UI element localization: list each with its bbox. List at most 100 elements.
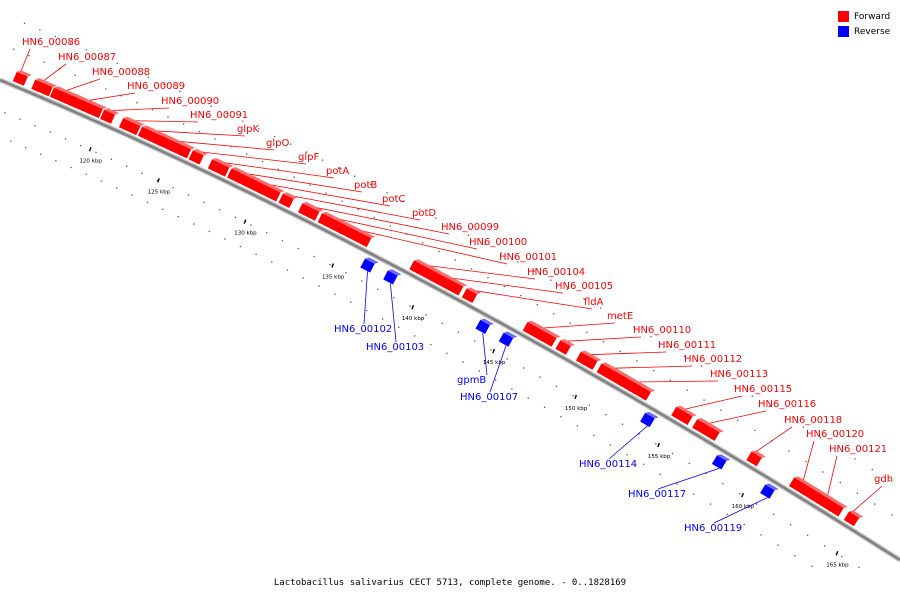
gene-box-top: [676, 405, 697, 417]
gene-label[interactable]: HN6_00100: [469, 237, 527, 248]
gene-box[interactable]: [692, 416, 724, 442]
gene-label[interactable]: HN6_00089: [127, 81, 185, 92]
background-dot: [650, 336, 652, 338]
background-dot: [70, 166, 72, 169]
background-dot: [626, 454, 628, 456]
gene-label[interactable]: HN6_00105: [555, 281, 613, 292]
gene-label[interactable]: HN6_00112: [684, 354, 742, 365]
gene-label[interactable]: HN6_00110: [633, 325, 691, 336]
gene-label[interactable]: potD: [412, 208, 436, 219]
gene-label[interactable]: HN6_00119: [684, 523, 742, 534]
gene-label[interactable]: HN6_00117: [628, 489, 686, 500]
gene-label[interactable]: HN6_00104: [527, 267, 585, 278]
gene-box[interactable]: [711, 453, 731, 471]
gene-box[interactable]: [68, 93, 107, 119]
background-dot: [198, 130, 200, 133]
background-dot: [743, 523, 745, 526]
gene-box[interactable]: [317, 210, 350, 235]
gene-box[interactable]: [760, 482, 779, 500]
gene-label[interactable]: HN6_00121: [829, 444, 887, 455]
gene-box[interactable]: [337, 220, 376, 248]
gene-label[interactable]: HN6_00099: [441, 222, 499, 233]
gene-label[interactable]: potC: [382, 194, 405, 205]
background-dot: [467, 234, 470, 237]
gene-label[interactable]: HN6_00091: [190, 110, 248, 121]
gene-box[interactable]: [671, 404, 697, 426]
gene-label[interactable]: HN6_00101: [499, 252, 557, 263]
gene-label[interactable]: glpO: [266, 138, 289, 149]
gene-label[interactable]: HN6_00116: [758, 399, 816, 410]
gene-label[interactable]: HN6_00102: [334, 324, 392, 335]
gene-box[interactable]: [118, 115, 145, 136]
background-dot: [345, 272, 347, 274]
gene-label[interactable]: HN6_00107: [460, 392, 518, 403]
gene-box[interactable]: [461, 286, 482, 305]
gene-box-top: [364, 257, 379, 264]
background-dot: [398, 326, 400, 329]
gene-box[interactable]: [810, 488, 848, 518]
gene-box[interactable]: [575, 349, 602, 371]
background-dot: [297, 247, 299, 250]
background-dot: [841, 555, 843, 558]
gene-label[interactable]: potB: [354, 180, 377, 191]
gene-box[interactable]: [360, 256, 379, 274]
gene-label[interactable]: HN6_00118: [784, 415, 842, 426]
gene-box[interactable]: [383, 268, 402, 286]
background-dot: [891, 514, 893, 516]
background-dot: [755, 503, 758, 505]
gene-box[interactable]: [746, 449, 766, 468]
gene-label[interactable]: metE: [607, 311, 633, 322]
gene-box[interactable]: [207, 157, 234, 178]
gene-label[interactable]: HN6_00111: [658, 340, 716, 351]
gene-box[interactable]: [498, 330, 518, 348]
gene-box[interactable]: [617, 373, 656, 402]
gene-box[interactable]: [188, 148, 208, 166]
gene-label[interactable]: gdh: [874, 474, 893, 485]
map-caption: Lactobacillus salivarius CECT 5713, comp…: [273, 578, 627, 588]
tick-label: 145 kbp: [483, 360, 506, 366]
background-dot: [621, 423, 624, 425]
gene-label[interactable]: HN6_00120: [806, 429, 864, 440]
background-dot: [151, 109, 154, 111]
background-dot: [484, 243, 486, 245]
gene-box[interactable]: [297, 201, 324, 222]
background-dot: [636, 360, 638, 362]
gene-box[interactable]: [31, 77, 57, 98]
tick-label: 125 kbp: [148, 189, 171, 195]
gene-label[interactable]: HN6_00086: [22, 37, 80, 48]
gene-box-top: [751, 450, 766, 458]
gene-box[interactable]: [596, 361, 629, 387]
gene-box[interactable]: [246, 175, 285, 203]
gene-box[interactable]: [789, 475, 821, 501]
gene-box[interactable]: [475, 317, 494, 335]
gene-box[interactable]: [555, 338, 575, 357]
gene-box[interactable]: [12, 69, 32, 87]
gene-label[interactable]: potA: [326, 166, 349, 177]
gene-box-top: [794, 476, 821, 492]
gene-box[interactable]: [409, 258, 442, 283]
gene-box[interactable]: [156, 133, 196, 160]
gene-box[interactable]: [100, 107, 120, 125]
gene-box[interactable]: [640, 410, 659, 428]
gene-label[interactable]: HN6_00115: [734, 384, 792, 395]
gene-label[interactable]: HN6_00087: [58, 52, 116, 63]
gene-box[interactable]: [522, 319, 561, 348]
gene-box[interactable]: [429, 268, 468, 296]
gene-label[interactable]: HN6_00103: [366, 342, 424, 353]
gene-box[interactable]: [843, 509, 864, 528]
gene-box[interactable]: [278, 191, 298, 209]
background-dot: [688, 462, 690, 465]
gene-label[interactable]: glpF: [298, 152, 319, 163]
gene-label[interactable]: HN6_00090: [161, 96, 219, 107]
gene-label[interactable]: glpK: [237, 124, 259, 135]
background-dot: [794, 555, 796, 557]
gene-label[interactable]: HN6_00088: [92, 67, 150, 78]
gene-box[interactable]: [227, 166, 259, 190]
gene-box-top: [580, 350, 602, 362]
label-leader: [705, 410, 767, 425]
tick-label: 150 kbp: [565, 406, 588, 412]
gene-label[interactable]: HN6_00113: [710, 369, 768, 380]
gene-label[interactable]: gpmB: [457, 375, 486, 386]
gene-label[interactable]: fldA: [584, 297, 604, 308]
gene-label[interactable]: HN6_00114: [579, 459, 637, 470]
